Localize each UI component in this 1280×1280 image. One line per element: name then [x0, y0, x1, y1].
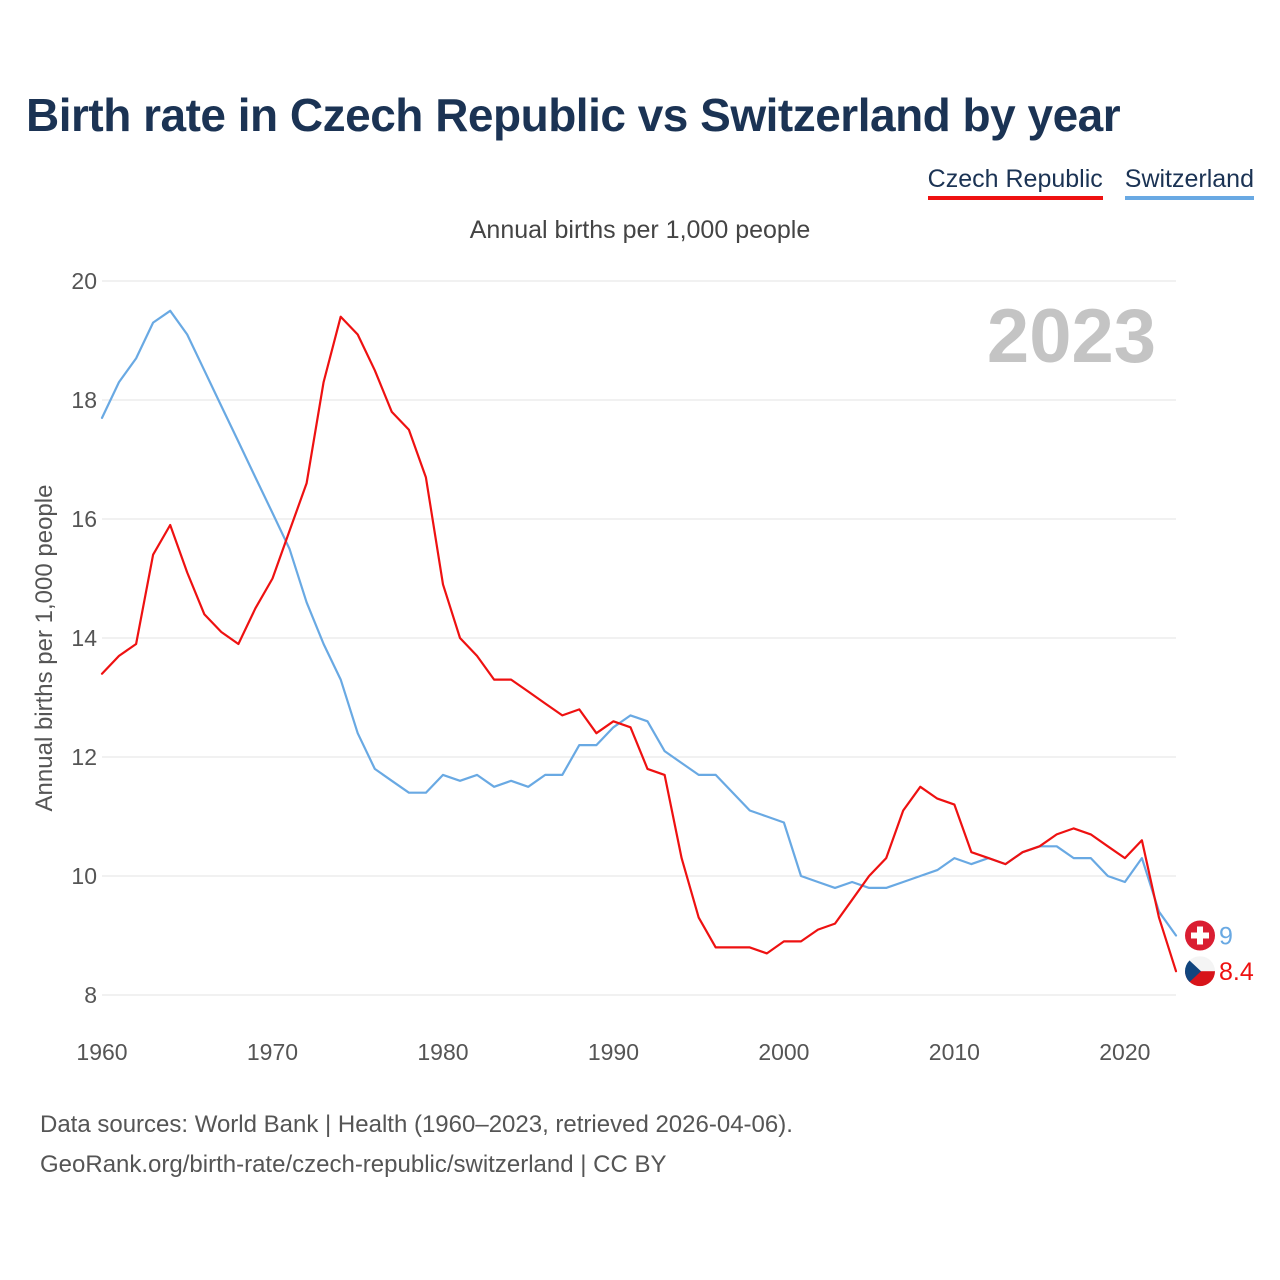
end-value-label-switzerland: 9	[1219, 923, 1233, 951]
y-tick-label-12: 12	[71, 744, 97, 770]
year-stamp: 2023	[987, 294, 1156, 379]
legend: Czech Republic Switzerland	[927, 165, 1254, 200]
footer: Data sources: World Bank | Health (1960–…	[40, 1105, 793, 1185]
x-tick-label-1980: 1980	[417, 1039, 468, 1065]
y-tick-label-20: 20	[71, 268, 97, 294]
end-value-label-czech-republic: 8.4	[1219, 958, 1254, 986]
series-line-czech-republic	[100, 315, 1178, 973]
footer-link[interactable]: GeoRank.org/birth-rate/czech-republic/sw…	[40, 1151, 667, 1178]
x-tick-label-2020: 2020	[1099, 1039, 1150, 1065]
y-tick-label-16: 16	[71, 506, 97, 532]
swiss-cross-v	[1197, 926, 1203, 945]
y-tick-label-18: 18	[71, 387, 97, 413]
x-tick-label-1990: 1990	[588, 1039, 639, 1065]
x-tick-label-2010: 2010	[929, 1039, 980, 1065]
x-tick-label-1960: 1960	[76, 1039, 127, 1065]
x-tick-label-1970: 1970	[247, 1039, 298, 1065]
legend-item-switzerland[interactable]: Switzerland	[1124, 165, 1254, 200]
legend-item-czech-republic[interactable]: Czech Republic	[927, 165, 1103, 200]
y-tick-label-8: 8	[84, 982, 97, 1008]
footer-sources: Data sources: World Bank | Health (1960–…	[40, 1111, 793, 1138]
series-line-switzerland	[100, 309, 1178, 937]
x-tick-label-2000: 2000	[758, 1039, 809, 1065]
y-axis-label: Annual births per 1,000 people	[31, 485, 58, 812]
chart-subtitle: Annual births per 1,000 people	[469, 216, 811, 244]
chart-title: Birth rate in Czech Republic vs Switzerl…	[26, 89, 1121, 141]
y-tick-label-14: 14	[71, 625, 97, 651]
czech-flag-icon	[1185, 956, 1215, 987]
y-tick-label-10: 10	[71, 863, 97, 889]
